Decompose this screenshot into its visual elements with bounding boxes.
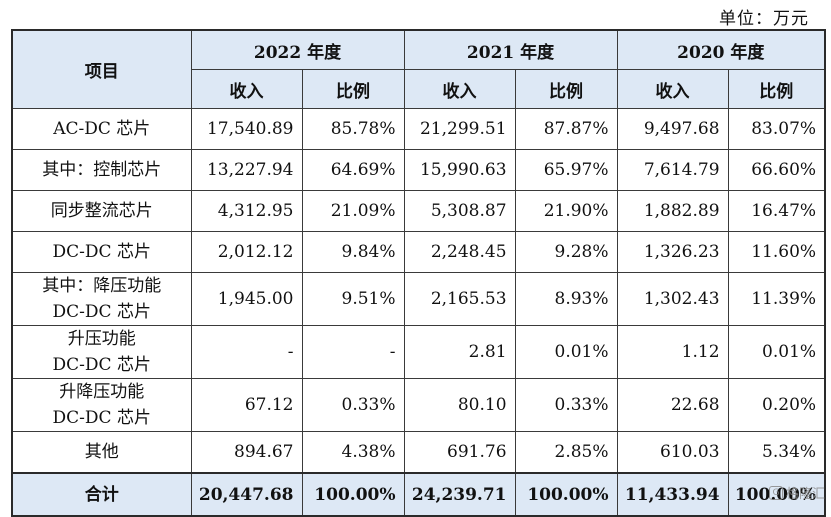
header-year-2020: 2020 年度 [616,29,826,70]
row-item-cell: 同步整流芯片 [11,190,192,232]
unit-label: 单位：万元 [719,9,809,29]
ratio-cell: 5.34% [727,431,826,474]
revenue-cell: 2,248.45 [403,231,516,273]
ratio-cell: 66.60% [727,149,826,191]
revenue-cell: 2,165.53 [403,272,516,326]
revenue-cell: 1,882.89 [616,190,729,232]
revenue-cell: 5,308.87 [403,190,516,232]
total-label: 合计 [11,472,192,517]
row-item-cell: 升降压功能 DC-DC 芯片 [11,378,192,432]
row-item-label: 其中：控制芯片 [42,160,162,180]
ratio-cell: - [301,325,405,379]
revenue-cell: - [190,325,303,379]
ratio-cell: 9.51% [301,272,405,326]
row-item-label: 升降压功能 [59,382,145,402]
ratio-cell: 8.93% [514,272,618,326]
table-row: 升降压功能 DC-DC 芯片 67.12 0.33% 80.10 0.33% 22.68 0.… [11,378,826,432]
revenue-cell: 4,312.95 [190,190,303,232]
watermark: G 格隆汇 [768,483,825,502]
revenue-cell: 1,302.43 [616,272,729,326]
table-row: 其中：降压功能 DC-DC 芯片 1,945.00 9.51% 2,165.53 8.93… [11,272,826,326]
ratio-cell: 65.97% [514,149,618,191]
table-row: 其中：控制芯片 13,227.94 64.69% 15,990.63 65.97% 7,6… [11,149,826,191]
ratio-cell: 11.60% [727,231,826,273]
total-value: 100.00% [301,472,405,517]
ratio-cell: 11.39% [727,272,826,326]
ratio-cell: 87.87% [514,108,618,150]
ratio-cell: 83.07% [727,108,826,150]
revenue-cell: 7,614.79 [616,149,729,191]
total-value: 11,433.94 [616,472,729,517]
ratio-cell: 4.38% [301,431,405,474]
header-year-2022: 2022 年度 [190,29,405,70]
ratio-cell: 21.09% [301,190,405,232]
revenue-cell: 13,227.94 [190,149,303,191]
header-revenue: 收入 [190,69,303,109]
row-item-label: 其中：降压功能 [42,276,162,296]
ratio-cell: 64.69% [301,149,405,191]
revenue-cell: 17,540.89 [190,108,303,150]
row-item-cell: 升压功能 DC-DC 芯片 [11,325,192,379]
header-ratio: 比例 [727,69,826,109]
header-revenue: 收入 [616,69,729,109]
total-value: 24,239.71 [403,472,516,517]
watermark-text: 格隆汇 [785,487,825,502]
revenue-cell: 2,012.12 [190,231,303,273]
total-row: 合计 20,447.68 100.00% 24,239.71 100.00% 1… [11,472,826,517]
ratio-cell: 0.01% [727,325,826,379]
revenue-cell: 1,326.23 [616,231,729,273]
row-item-cell: 其中：控制芯片 [11,149,192,191]
revenue-cell: 15,990.63 [403,149,516,191]
row-item-cell: DC-DC 芯片 [11,231,192,273]
revenue-cell: 691.76 [403,431,516,474]
total-value: 100.00% [514,472,618,517]
header-item: 项目 [11,29,192,109]
revenue-cell: 610.03 [616,431,729,474]
ratio-cell: 0.01% [514,325,618,379]
row-item-label: DC-DC 芯片 [52,355,151,375]
revenue-cell: 22.68 [616,378,729,432]
ratio-cell: 0.33% [301,378,405,432]
revenue-cell: 9,497.68 [616,108,729,150]
ratio-cell: 9.28% [514,231,618,273]
table-row: 其他 894.67 4.38% 691.76 2.85% 610.03 5.34% [11,431,826,474]
ratio-cell: 2.85% [514,431,618,474]
revenue-cell: 67.12 [190,378,303,432]
revenue-cell: 2.81 [403,325,516,379]
ratio-cell: 16.47% [727,190,826,232]
ratio-cell: 0.20% [727,378,826,432]
row-item-label: 升压功能 [67,329,136,349]
revenue-cell: 1.12 [616,325,729,379]
table-row: AC-DC 芯片 17,540.89 85.78% 21,299.51 87.87% 9,… [11,108,826,150]
revenue-cell: 1,945.00 [190,272,303,326]
ratio-cell: 9.84% [301,231,405,273]
ratio-cell: 21.90% [514,190,618,232]
header-revenue: 收入 [403,69,516,109]
table-row: 同步整流芯片 4,312.95 21.09% 5,308.87 21.90% 1,882.… [11,190,826,232]
table-row: 升压功能 DC-DC 芯片 - -2.81 0.01% 1.12 0.01% [11,325,826,379]
row-item-label: DC-DC 芯片 [52,302,151,322]
revenue-table: 项目 2022 年度 2021 年度 2020 年度 收入 比例 收入 比例 收… [11,29,827,517]
header-ratio: 比例 [301,69,405,109]
ratio-cell: 85.78% [301,108,405,150]
row-item-label: DC-DC 芯片 [52,408,151,428]
row-item-label: 同步整流芯片 [50,201,153,221]
row-item-label: DC-DC 芯片 [52,242,151,262]
total-value: 20,447.68 [190,472,303,517]
revenue-cell: 80.10 [403,378,516,432]
header-ratio: 比例 [514,69,618,109]
revenue-cell: 894.67 [190,431,303,474]
gelonghui-logo-icon: G [768,485,783,500]
row-item-cell: AC-DC 芯片 [11,108,192,150]
row-item-label: 其他 [84,442,119,462]
row-item-cell: 其他 [11,431,192,474]
revenue-cell: 21,299.51 [403,108,516,150]
row-item-cell: 其中：降压功能 DC-DC 芯片 [11,272,192,326]
table-row: DC-DC 芯片 2,012.12 9.84% 2,248.45 9.28% 1,326.… [11,231,826,273]
header-year-2021: 2021 年度 [403,29,618,70]
ratio-cell: 0.33% [514,378,618,432]
row-item-label: AC-DC 芯片 [53,119,151,139]
